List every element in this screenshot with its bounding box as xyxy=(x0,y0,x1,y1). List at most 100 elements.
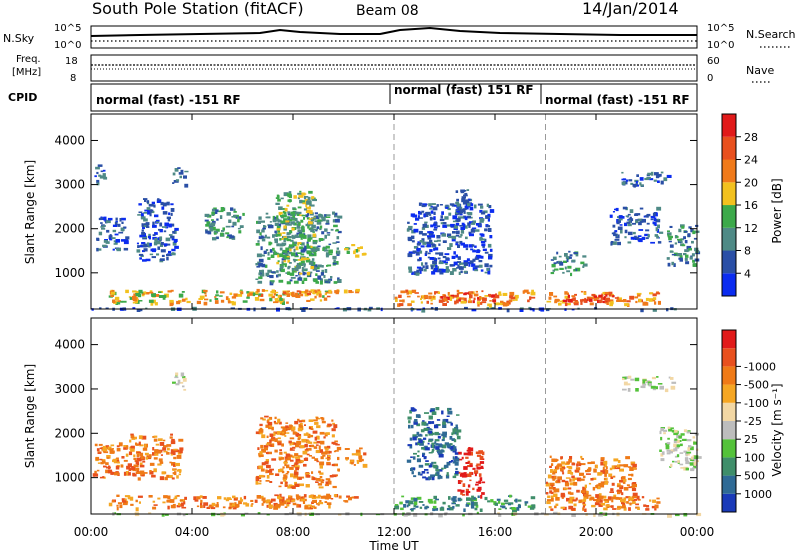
search-tick-bottom: 10^0 xyxy=(707,40,734,51)
velocity-data-cell xyxy=(295,494,299,497)
power-data-cell xyxy=(206,221,211,225)
velocity-data-cell xyxy=(580,499,585,503)
power-data-cell xyxy=(120,300,123,303)
velocity-data-cell xyxy=(267,418,271,421)
velocity-data-cell xyxy=(326,497,329,500)
velocity-data-cell xyxy=(496,498,501,501)
velocity-data-cell xyxy=(216,502,219,506)
velocity-data-cell xyxy=(603,460,608,465)
power-data-cell xyxy=(279,298,283,301)
velocity-data-cell xyxy=(560,492,565,496)
velocity-data-cell xyxy=(169,475,173,479)
power-data-cell xyxy=(292,270,297,273)
power-data-cell xyxy=(106,229,110,233)
velocity-data-cell xyxy=(666,442,671,445)
power-data-cell xyxy=(645,237,649,240)
power-data-cell xyxy=(143,243,147,248)
power-data-cell xyxy=(297,211,302,214)
power-data-cell xyxy=(309,254,314,257)
power-data-cell xyxy=(484,263,489,268)
velocity-data-cell xyxy=(666,452,671,455)
velocity-data-cell xyxy=(438,513,443,518)
power-data-cell xyxy=(155,294,160,297)
velocity-data-cell xyxy=(286,471,290,473)
power-data-cell xyxy=(324,281,329,283)
velocity-data-cell xyxy=(646,505,650,508)
velocity-data-cell xyxy=(475,481,480,484)
velocity-data-cell xyxy=(512,508,517,513)
velocity-data-cell xyxy=(477,495,480,498)
power-data-cell xyxy=(641,218,646,223)
power-data-cell xyxy=(632,222,636,225)
x-tick-label: 12:00 xyxy=(377,525,412,539)
velocity-data-cell xyxy=(454,457,460,462)
power-data-cell xyxy=(519,307,524,310)
velocity-data-cell xyxy=(281,470,285,474)
velocity-data-cell xyxy=(284,429,288,432)
velocity-data-cell xyxy=(331,428,336,432)
velocity-data-cell xyxy=(362,463,368,468)
velocity-data-cell xyxy=(346,495,350,498)
velocity-data-cell xyxy=(673,432,678,436)
power-data-cell xyxy=(282,263,287,266)
velocity-data-cell xyxy=(403,504,407,508)
power-data-cell xyxy=(304,272,307,275)
power-data-cell xyxy=(121,300,127,303)
power-data-cell xyxy=(515,296,518,301)
velocity-data-cell xyxy=(431,421,435,424)
velocity-data-cell xyxy=(297,461,302,464)
velocity-data-cell xyxy=(476,511,479,514)
velocity-data-cell xyxy=(261,503,264,506)
power-data-cell xyxy=(120,239,126,242)
velocity-data-cell xyxy=(634,377,640,382)
velocity-data-cell xyxy=(282,466,285,469)
velocity-data-cell xyxy=(670,385,676,390)
power-data-cell xyxy=(433,262,437,267)
velocity-data-cell xyxy=(478,480,482,484)
power-data-cell xyxy=(322,246,328,250)
colorbar-swatch xyxy=(722,402,736,421)
velocity-data-cell xyxy=(567,491,572,495)
power-data-cell xyxy=(293,280,299,284)
velocity-data-cell xyxy=(422,476,427,479)
velocity-data-cell xyxy=(616,490,621,492)
power-data-cell xyxy=(556,251,559,255)
velocity-data-cell xyxy=(108,502,113,507)
power-data-cell xyxy=(321,269,325,274)
velocity-data-cell xyxy=(660,453,664,457)
power-data-cell xyxy=(426,241,431,245)
power-data-cell xyxy=(299,190,302,193)
power-data-cell xyxy=(618,218,623,221)
velocity-data-cell xyxy=(316,460,319,463)
power-data-cell xyxy=(214,211,218,214)
power-data-cell xyxy=(681,244,686,247)
velocity-data-cell xyxy=(320,495,325,499)
power-data-cell xyxy=(320,278,323,282)
power-data-cell xyxy=(305,210,311,214)
velocity-data-cell xyxy=(416,455,420,458)
power-data-cell xyxy=(285,272,288,274)
velocity-data-cell xyxy=(479,455,484,460)
velocity-data-cell xyxy=(417,441,420,446)
velocity-data-cell xyxy=(325,481,329,485)
velocity-data-cell xyxy=(693,441,697,445)
power-data-cell xyxy=(301,270,305,272)
velocity-data-cell xyxy=(176,475,179,479)
velocity-data-cell xyxy=(530,496,536,500)
power-data-cell xyxy=(225,225,231,228)
x-tick-label: 04:00 xyxy=(175,525,210,539)
power-data-cell xyxy=(609,299,614,302)
velocity-data-cell xyxy=(140,455,144,460)
power-data-cell xyxy=(279,243,284,247)
velocity-data-cell xyxy=(571,513,576,517)
velocity-data-cell xyxy=(105,462,109,465)
power-data-cell xyxy=(659,231,664,234)
velocity-data-cell xyxy=(203,504,206,508)
velocity-data-cell xyxy=(122,501,128,506)
velocity-data-cell xyxy=(659,385,664,390)
velocity-data-cell xyxy=(457,480,462,484)
power-data-cell xyxy=(306,201,310,205)
power-data-cell xyxy=(682,253,687,256)
power-data-cell xyxy=(296,226,301,229)
power-data-cell xyxy=(312,198,317,202)
